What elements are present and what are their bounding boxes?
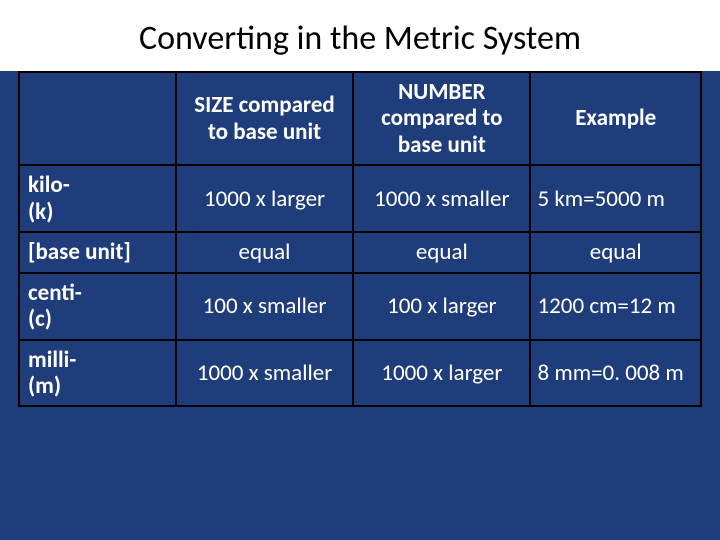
prefix-line1: centi- [28, 279, 82, 307]
header-blank [19, 72, 176, 165]
prefix-line1: milli- [28, 346, 76, 374]
table-row: kilo- (k) 1000 x larger 1000 x smaller 5… [19, 165, 701, 232]
header-number: NUMBER compared to base unit [353, 72, 530, 165]
metric-table-container: SIZE compared to base unit NUMBER compar… [0, 71, 720, 407]
metric-table: SIZE compared to base unit NUMBER compar… [18, 71, 702, 407]
prefix-line1: kilo- [28, 171, 70, 199]
example-cell: equal [530, 232, 701, 272]
example-cell: 1200 cm=12 m [530, 273, 701, 340]
size-cell: equal [176, 232, 353, 272]
number-cell: equal [353, 232, 530, 272]
size-cell: 1000 x larger [176, 165, 353, 232]
page-title: Converting in the Metric System [0, 0, 720, 71]
row-prefix-base: [base unit] [19, 232, 176, 272]
prefix-line2: (m) [28, 372, 61, 400]
prefix-line2: (c) [28, 305, 52, 333]
example-cell: 5 km=5000 m [530, 165, 701, 232]
table-header-row: SIZE compared to base unit NUMBER compar… [19, 72, 701, 165]
size-cell: 100 x smaller [176, 273, 353, 340]
number-cell: 1000 x smaller [353, 165, 530, 232]
header-example: Example [530, 72, 701, 165]
size-cell: 1000 x smaller [176, 340, 353, 407]
header-size: SIZE compared to base unit [176, 72, 353, 165]
table-row: milli- (m) 1000 x smaller 1000 x larger … [19, 340, 701, 407]
table-row: [base unit] equal equal equal [19, 232, 701, 272]
row-prefix-centi: centi- (c) [19, 273, 176, 340]
example-cell: 8 mm=0. 008 m [530, 340, 701, 407]
prefix-line2: (k) [28, 198, 53, 226]
number-cell: 100 x larger [353, 273, 530, 340]
number-cell: 1000 x larger [353, 340, 530, 407]
prefix-line1: [base unit] [28, 238, 131, 266]
row-prefix-milli: milli- (m) [19, 340, 176, 407]
table-row: centi- (c) 100 x smaller 100 x larger 12… [19, 273, 701, 340]
row-prefix-kilo: kilo- (k) [19, 165, 176, 232]
